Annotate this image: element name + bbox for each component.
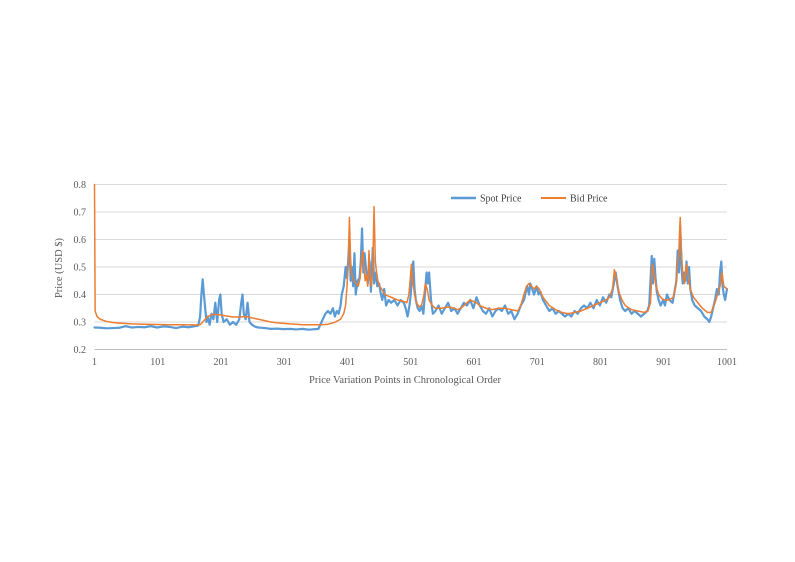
x-axis-ticks: 1 101 201 301 401 501 601 701 801 901 1001 [92, 349, 737, 368]
legend-bid-price-label: Bid Price [570, 194, 608, 205]
x-tick-label: 601 [467, 357, 482, 368]
y-tick-label: 0.7 [74, 208, 87, 219]
y-axis-title: Price (USD $) [54, 237, 65, 298]
x-tick-label: 101 [150, 357, 165, 368]
x-tick-label: 201 [214, 357, 229, 368]
y-tick-label: 0.2 [74, 345, 87, 356]
y-tick-label: 0.6 [74, 235, 87, 246]
bid-price-series-line [93, 183, 728, 326]
legend: Spot Price Bid Price [451, 194, 608, 205]
y-tick-label: 0.8 [74, 180, 87, 191]
x-tick-label: 401 [340, 357, 355, 368]
x-tick-label: 301 [277, 357, 292, 368]
x-tick-label: 701 [530, 357, 545, 368]
spot-price-series-line [93, 224, 729, 331]
x-tick-label: 501 [403, 357, 418, 368]
y-axis-ticks: 0.2 0.3 0.4 0.5 0.6 0.7 0.8 [74, 180, 87, 356]
y-tick-label: 0.5 [74, 263, 87, 274]
x-tick-label: 801 [593, 357, 608, 368]
x-tick-label: 901 [656, 357, 671, 368]
y-tick-label: 0.3 [74, 318, 87, 329]
x-tick-label: 1001 [717, 357, 737, 368]
legend-spot-price-label: Spot Price [480, 194, 522, 205]
x-axis-title: Price Variation Points in Chronological … [309, 375, 501, 386]
series-layer [93, 183, 729, 331]
y-tick-label: 0.4 [74, 290, 87, 301]
x-tick-label: 1 [92, 357, 97, 368]
